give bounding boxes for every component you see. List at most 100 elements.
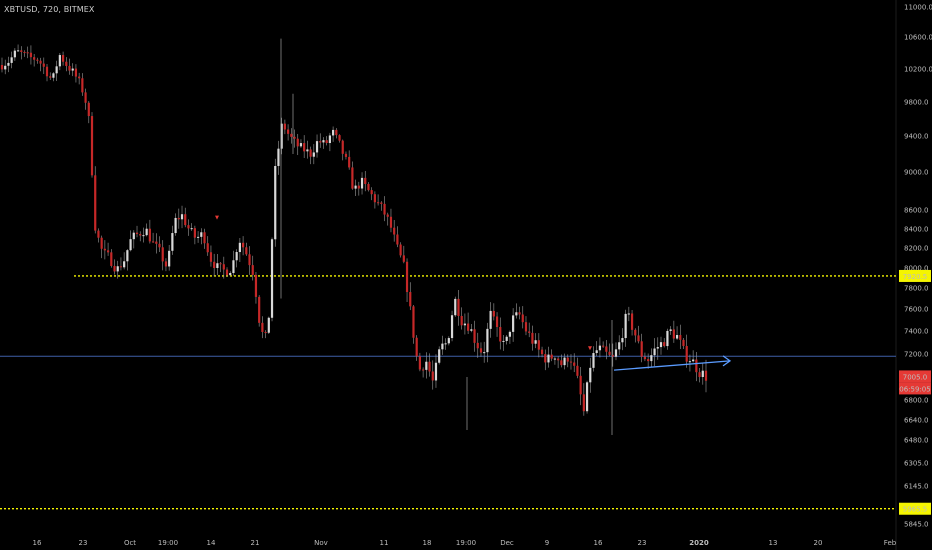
candle-body [119,266,123,268]
y-tick-label: 8000.0 [904,265,929,273]
candle-body [26,52,29,54]
candle-body [643,356,647,360]
signal-marker [215,215,219,220]
x-tick-label: 23 [638,539,647,547]
countdown-label: 06:59:05 [899,385,930,393]
candle-body [10,57,13,63]
candle-body [364,177,367,184]
candle-body [553,358,557,360]
candle-body [65,61,68,66]
trend-arrow-line [613,360,731,371]
candle-body [637,335,640,342]
candle-body [425,361,428,370]
candle-body [528,331,531,333]
candle-body [508,331,512,337]
y-tick-label: 8600.0 [904,207,929,215]
candle-body [405,261,409,293]
candle-body [270,239,274,318]
candle-body [682,339,685,346]
candle-body [422,369,425,371]
candle-body [598,345,602,351]
y-tick-label: 6480.0 [904,437,929,445]
candle-body [582,394,585,412]
candle-body [184,214,187,226]
y-tick-label: 10200.0 [904,66,932,74]
candle-body [106,250,110,253]
candle-body [90,116,94,176]
candle-body [132,232,135,240]
candle-body [669,329,672,331]
candle-body [470,329,473,331]
candle-body [78,76,81,79]
candle-body [512,315,515,332]
candle-body [441,343,444,350]
candle-body [213,261,216,269]
signal-marker [588,346,592,351]
candle-body [463,323,467,326]
candle-body [566,357,569,362]
candle-body [544,354,547,363]
candle-body [367,183,370,191]
x-tick-label: 23 [79,539,88,547]
candle-body [460,315,463,326]
candle-body [621,338,624,343]
candle-body [608,351,611,355]
candle-body [630,313,634,330]
candle-body [534,340,537,344]
candle-body [180,214,184,220]
candle-body [94,175,97,231]
candle-body [579,375,582,395]
candle-body [627,313,630,315]
candle-body [325,140,328,144]
candle-body [39,60,42,64]
candle-body [701,370,704,378]
y-tick-label: 8400.0 [904,226,929,234]
y-tick-label: 7200.0 [904,351,929,359]
candle-body [569,361,573,363]
candle-body [36,59,39,61]
candle-body [68,65,71,71]
candle-body [251,265,254,275]
candle-body [42,63,45,67]
candle-body [409,292,412,307]
candle-body [0,65,4,70]
candle-body [624,313,627,339]
candle-body [309,149,312,157]
candle-body [611,354,614,357]
candle-body [659,342,663,348]
candle-body [589,367,592,383]
candle-body [335,129,338,136]
candle-body [344,153,348,157]
candle-body [319,141,322,143]
candle-body [672,329,675,339]
x-tick-label: 14 [207,539,216,547]
candle-body [698,372,701,378]
candle-body [16,50,20,52]
candle-body [389,216,393,228]
candle-body [515,312,518,316]
candle-body [685,345,688,362]
candle-body [447,338,450,344]
candle-body [142,235,145,237]
candle-body [151,241,155,243]
candle-body [518,312,521,315]
y-tick-label: 9000.0 [904,169,929,177]
candle-body [49,76,52,78]
candle-body [360,177,364,189]
candle-body [576,365,579,376]
candle-body [280,123,283,149]
candle-body [605,346,608,352]
candle-body [299,143,303,147]
candle-body [177,217,180,220]
x-tick-label: 9 [545,539,549,547]
candle-body [592,353,595,368]
x-tick-label: Feb [884,539,897,547]
x-tick-label: 19:00 [456,539,476,547]
candle-body [418,356,421,370]
candle-body [483,352,486,354]
candle-body [495,316,499,328]
candle-body [196,236,200,238]
candle-body [33,57,36,60]
candle-body [293,136,296,139]
